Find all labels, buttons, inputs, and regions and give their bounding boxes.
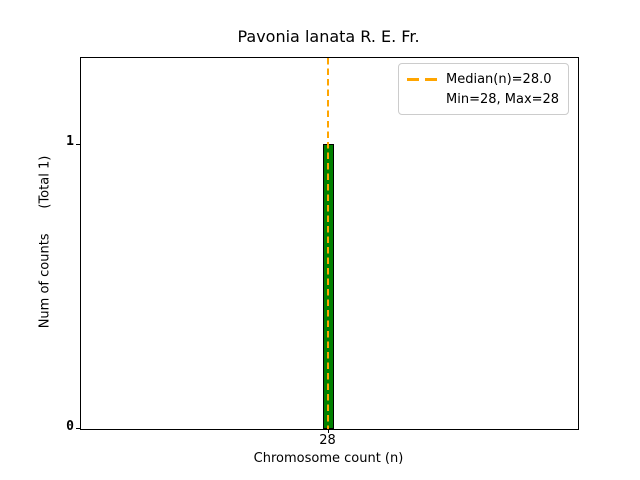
y-tick-label-0: 0 <box>66 419 74 434</box>
y-tick-mark-0 <box>76 428 80 429</box>
plot-area <box>76 57 579 433</box>
y-tick-mark-1 <box>76 143 80 145</box>
blank-marker-icon <box>407 98 437 101</box>
x-axis-label: Chromosome count (n) <box>253 451 404 466</box>
legend-item-median: Median(n)=28.0 <box>407 69 559 89</box>
legend: Median(n)=28.0 Min=28, Max=28 <box>398 63 570 115</box>
chart-title: Pavonia lanata R. E. Fr. <box>237 27 420 46</box>
y-axis-label: Num of counts (Total 1) <box>37 155 53 329</box>
dashed-line-icon <box>407 77 437 81</box>
median-line <box>327 58 329 429</box>
y-tick-label-1: 1 <box>66 133 74 149</box>
legend-label-median: Median(n)=28.0 <box>446 71 552 87</box>
x-tick-label-28: 28 <box>319 433 336 448</box>
x-tick-mark-28 <box>328 429 329 433</box>
legend-item-minmax: Min=28, Max=28 <box>407 89 559 109</box>
legend-label-minmax: Min=28, Max=28 <box>446 91 560 107</box>
